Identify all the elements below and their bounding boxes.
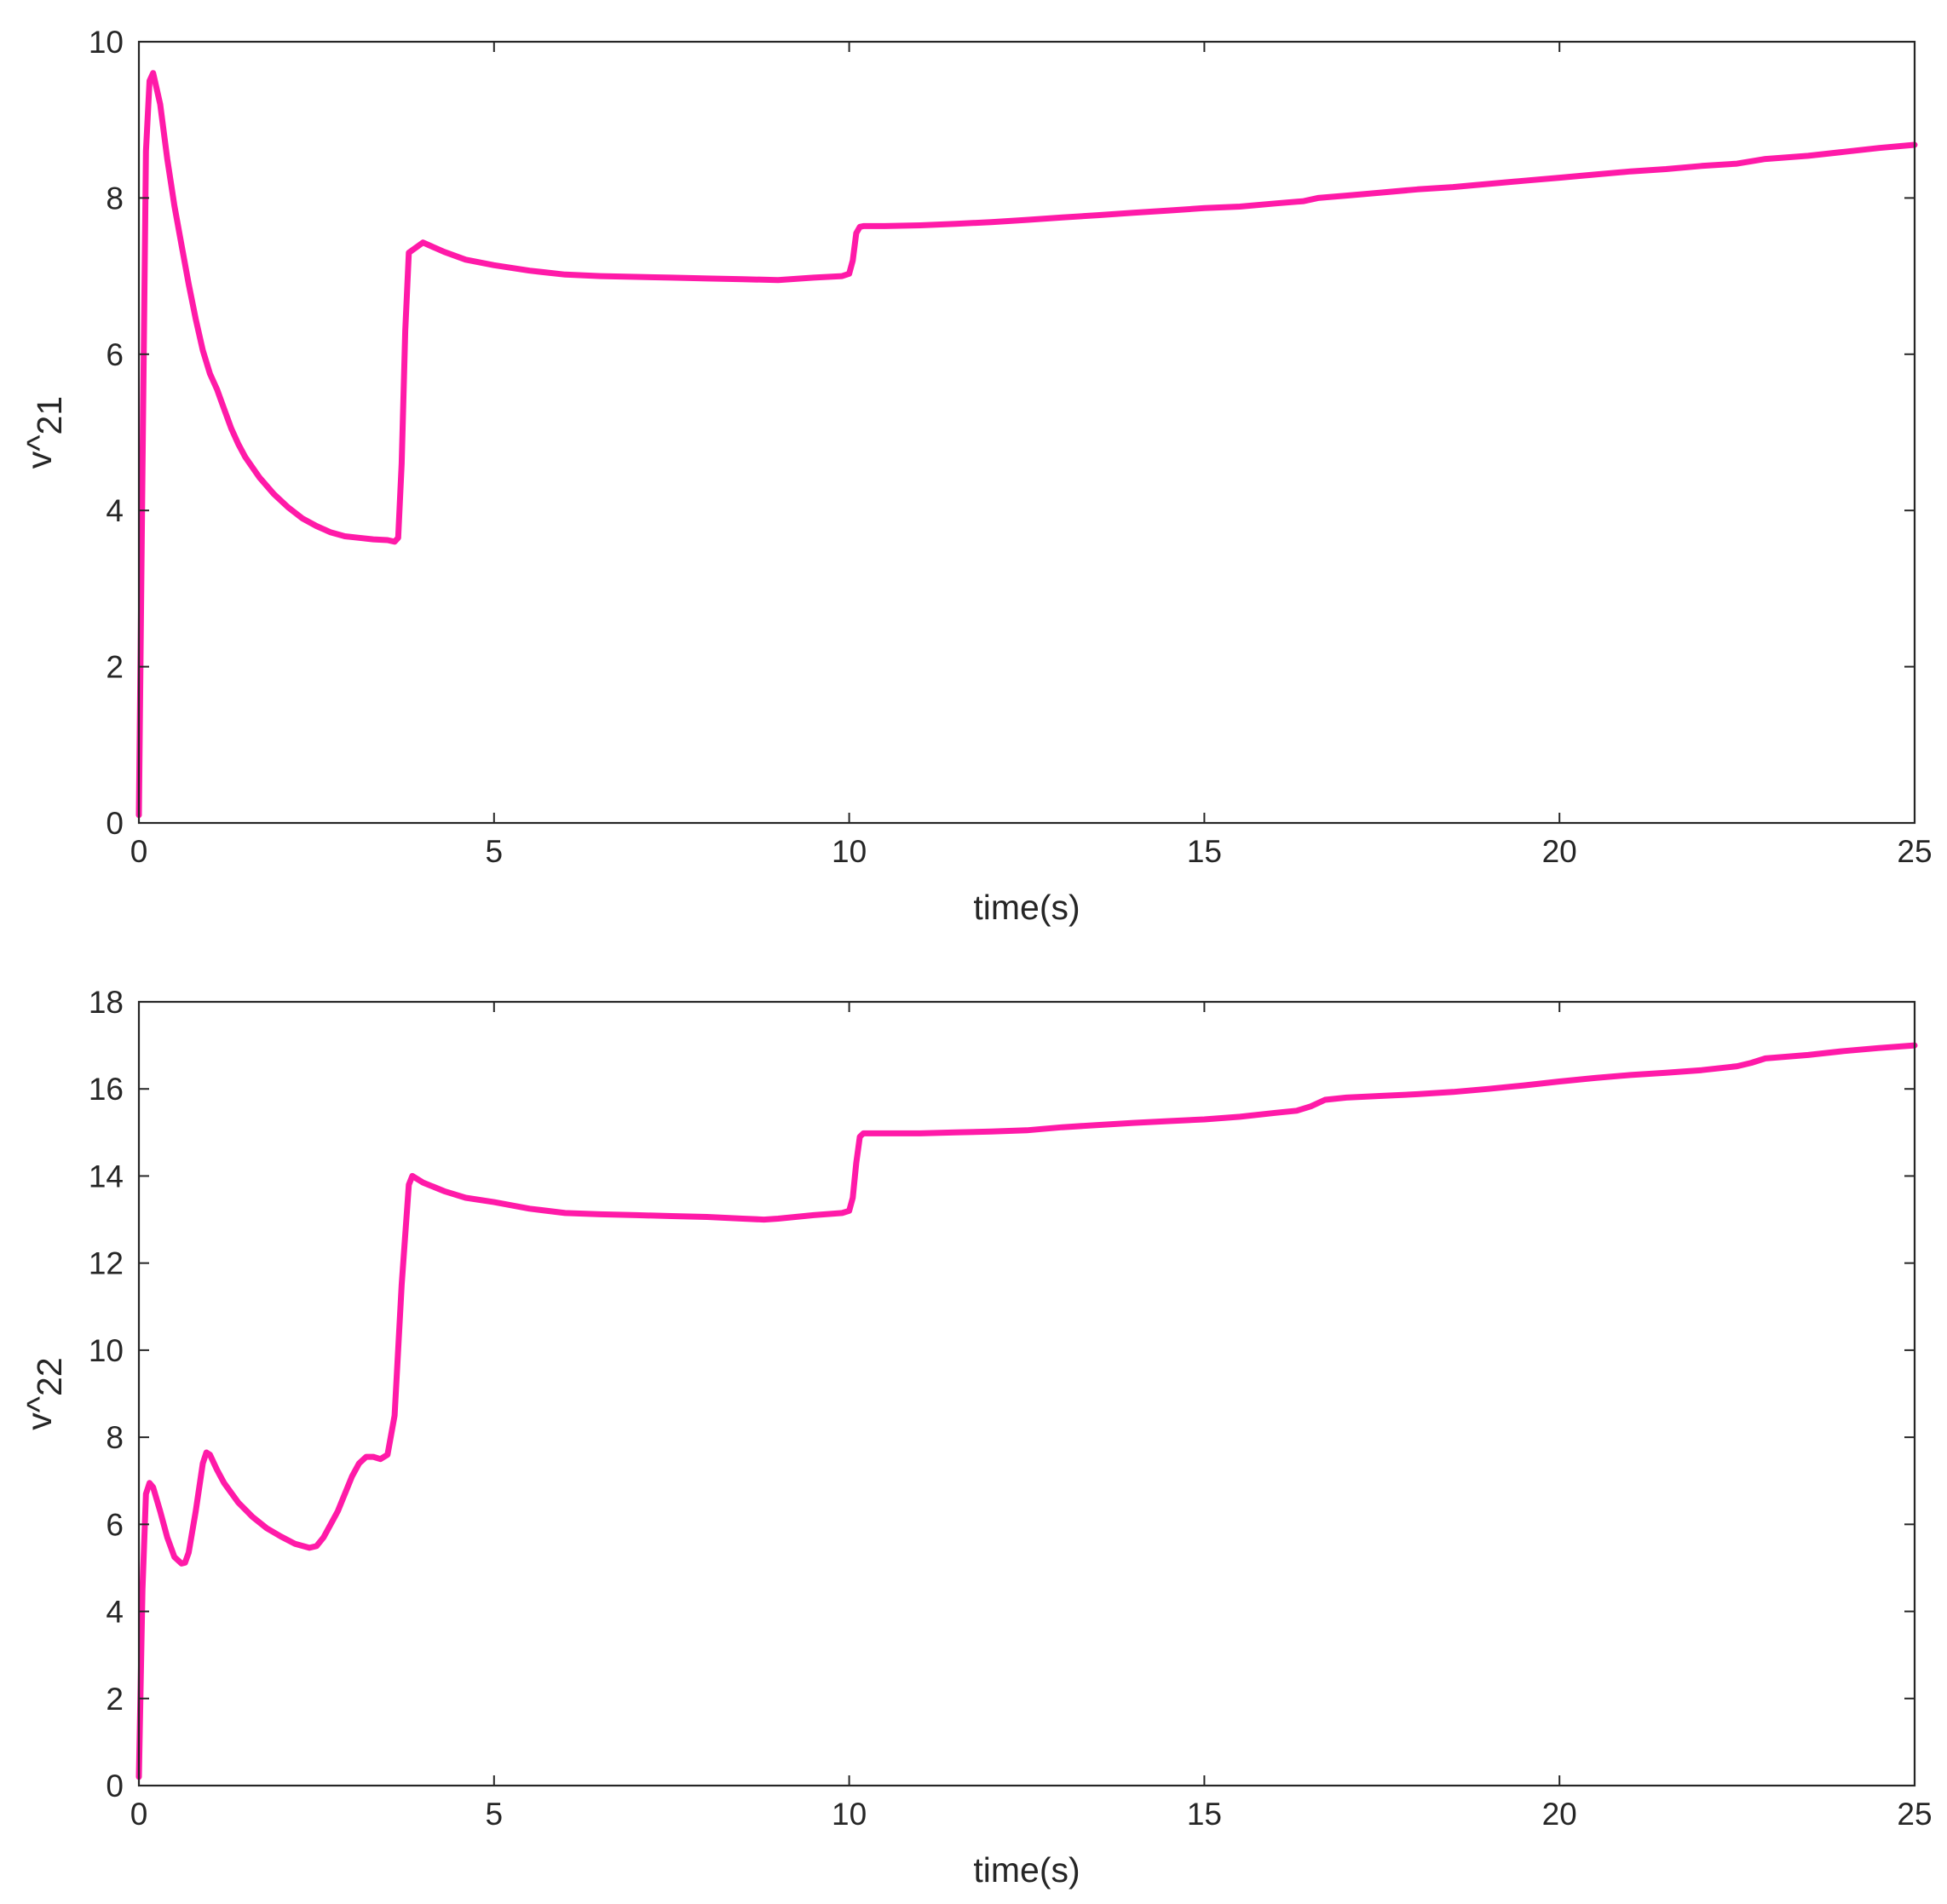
bottom-chart-x-tick-label: 5 xyxy=(486,1797,504,1832)
top-chart-x-tick-label: 25 xyxy=(1897,834,1932,869)
bottom-chart-y-axis-label: v^22 xyxy=(20,1357,69,1429)
bottom-chart-y-tick-label: 6 xyxy=(106,1507,124,1542)
top-chart-x-tick-label: 10 xyxy=(832,834,867,869)
bottom-chart-y-tick-label: 16 xyxy=(89,1072,124,1107)
bottom-chart-x-tick-label: 0 xyxy=(130,1797,148,1832)
top-chart-y-tick-label: 6 xyxy=(106,337,124,372)
bottom-chart-y-tick-label: 10 xyxy=(89,1333,124,1368)
top-chart-y-axis-label: v^21 xyxy=(20,396,69,469)
bottom-chart-y-tick-label: 12 xyxy=(89,1246,124,1281)
top-chart-y-tick-label: 4 xyxy=(106,493,124,528)
bottom-chart-x-tick-label: 10 xyxy=(832,1797,867,1832)
bottom-chart-x-tick-label: 15 xyxy=(1187,1797,1222,1832)
bottom-chart-y-tick-label: 2 xyxy=(106,1682,124,1717)
top-chart-y-tick-label: 10 xyxy=(89,25,124,60)
top-chart-x-axis-label: time(s) xyxy=(973,888,1080,927)
top-chart-ticks: 0 5 10 15 20 25 0 2 4 6 8 10 xyxy=(89,25,1933,869)
bottom-chart-ticks: 0 5 10 15 20 25 0 2 4 6 8 10 12 14 16 18 xyxy=(89,985,1933,1832)
top-chart-x-tick-label: 5 xyxy=(486,834,504,869)
top-chart-panel: 0 5 10 15 20 25 0 2 4 6 8 10 time(s) v^21 xyxy=(20,25,1933,927)
bottom-chart-x-tick-label: 20 xyxy=(1542,1797,1577,1832)
top-chart-x-tick-label: 20 xyxy=(1542,834,1577,869)
top-chart-x-tick-label: 15 xyxy=(1187,834,1222,869)
bottom-chart-y-tick-label: 14 xyxy=(89,1159,124,1194)
top-chart-y-tick-label: 2 xyxy=(106,650,124,685)
top-chart-axes-frame xyxy=(137,40,1916,825)
bottom-chart-series xyxy=(135,1042,1918,1780)
bottom-chart-y-tick-label: 18 xyxy=(89,985,124,1020)
bottom-chart-y-tick-label: 4 xyxy=(106,1595,124,1630)
bottom-chart-axes-frame xyxy=(137,1000,1916,1787)
bottom-chart-series-line xyxy=(135,1042,1918,1780)
bottom-chart-y-tick-label: 8 xyxy=(106,1420,124,1455)
top-chart-series-line xyxy=(135,70,1918,819)
bottom-chart-y-tick-label: 0 xyxy=(106,1769,124,1803)
top-chart-x-tick-label: 0 xyxy=(130,834,148,869)
top-chart-y-tick-label: 8 xyxy=(106,181,124,216)
bottom-chart-x-tick-label: 25 xyxy=(1897,1797,1932,1832)
bottom-chart-x-axis-label: time(s) xyxy=(973,1850,1080,1890)
top-chart-series xyxy=(135,70,1918,819)
top-chart-y-tick-label: 0 xyxy=(106,806,124,841)
bottom-chart-panel: 0 5 10 15 20 25 0 2 4 6 8 10 12 14 16 18 time(s) v^22 xyxy=(20,985,1933,1890)
